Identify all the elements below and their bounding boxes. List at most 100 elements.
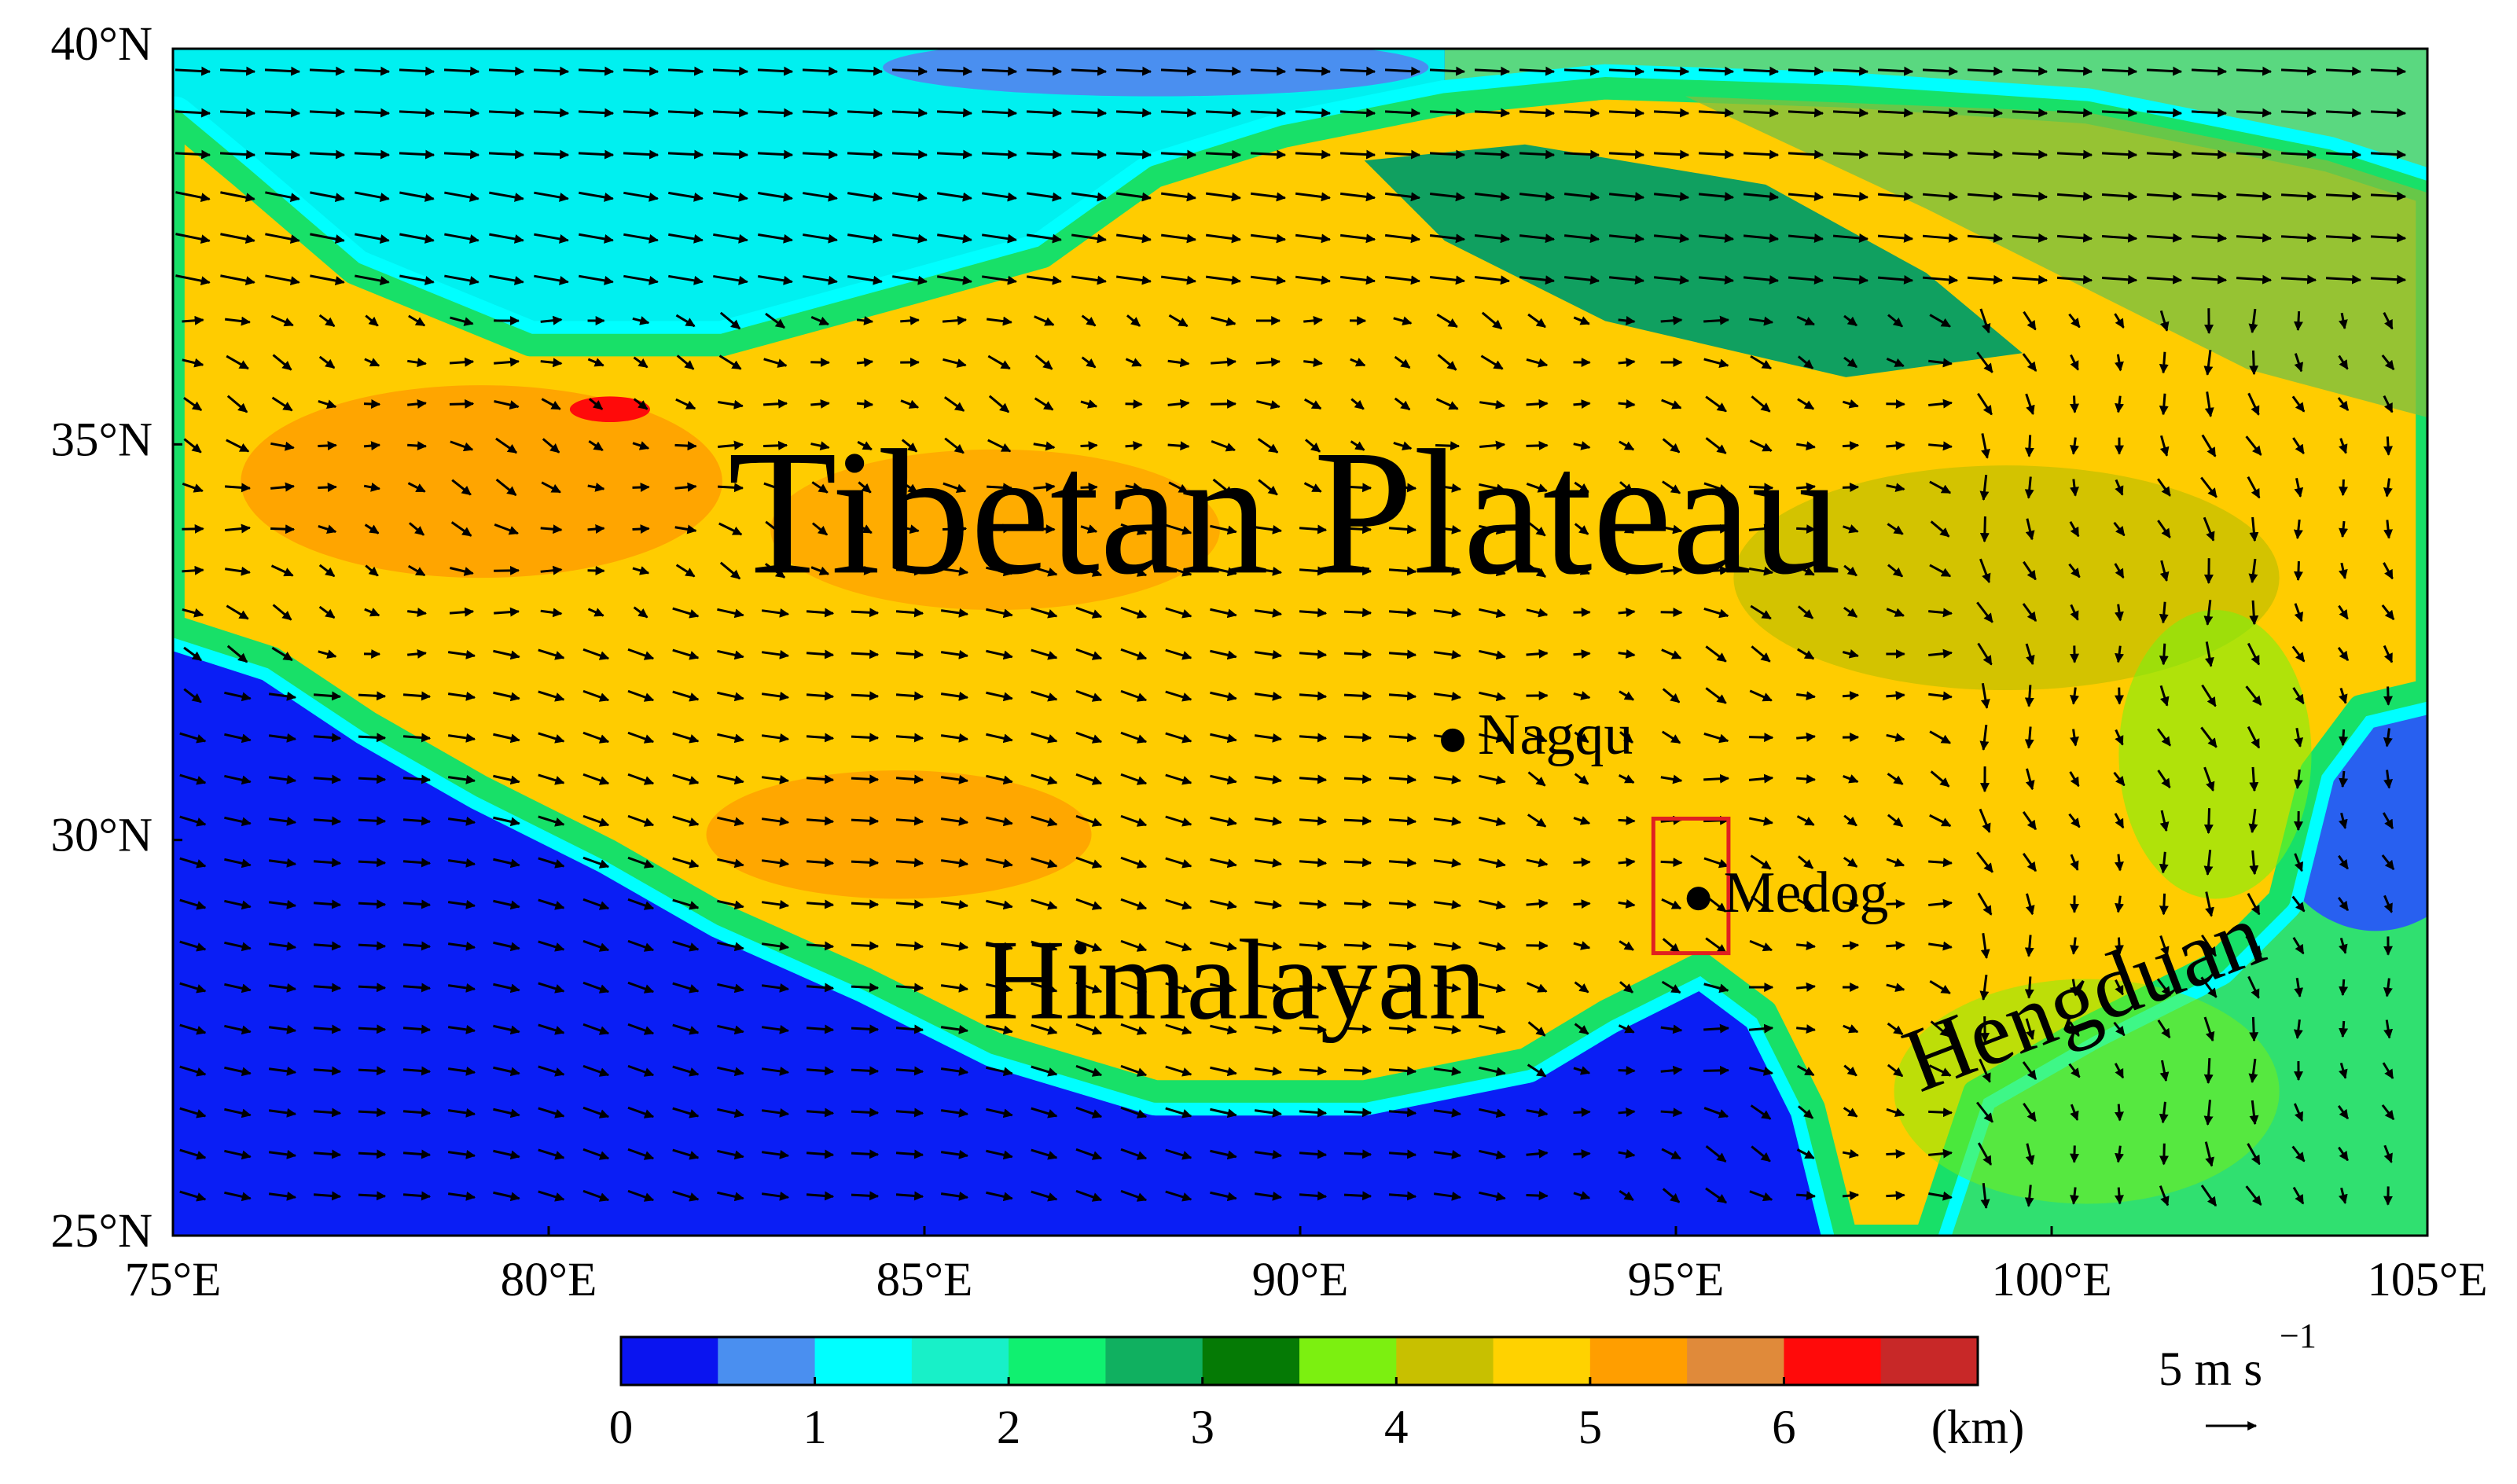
wind-arrow xyxy=(493,816,520,827)
wind-arrow xyxy=(1120,814,1148,827)
wind-arrow xyxy=(2191,191,2228,201)
wind-arrow xyxy=(2381,854,2395,871)
wind-arrow xyxy=(940,566,969,576)
wind-arrow xyxy=(1743,275,1780,285)
wind-arrow xyxy=(1165,523,1192,535)
wind-arrow xyxy=(318,649,337,659)
wind-arrow xyxy=(1886,483,1905,493)
wind-arrow xyxy=(1388,608,1417,618)
wind-arrow xyxy=(1295,149,1332,160)
wind-arrow xyxy=(175,66,211,76)
wind-arrow xyxy=(179,898,207,910)
wind-arrow xyxy=(2114,563,2125,579)
wind-arrow xyxy=(1205,108,1242,118)
wind-arrow xyxy=(1796,774,1817,784)
wind-arrow xyxy=(851,608,880,618)
wind-arrow xyxy=(182,315,204,325)
wind-arrow xyxy=(1843,314,1857,327)
wind-arrow xyxy=(895,691,924,701)
wind-arrow xyxy=(310,233,345,244)
wind-arrow xyxy=(1618,858,1636,868)
wind-arrow xyxy=(1479,566,1506,577)
wind-arrow xyxy=(2069,395,2079,413)
wind-arrow xyxy=(761,608,790,618)
wind-arrow xyxy=(1922,233,1959,243)
wind-arrow xyxy=(851,1191,880,1201)
wind-arrow xyxy=(1160,66,1197,76)
wind-arrow xyxy=(2159,893,2169,916)
wind-arrow xyxy=(533,108,570,118)
wind-arrow xyxy=(1165,648,1192,660)
wind-arrow xyxy=(1929,814,1952,828)
wind-arrow xyxy=(1563,66,1600,76)
station-dot xyxy=(1686,887,1710,911)
wind-arrow xyxy=(270,314,294,327)
wind-arrow xyxy=(895,899,924,909)
wind-arrow xyxy=(444,274,480,285)
wind-arrow xyxy=(1563,233,1600,244)
wind-arrow xyxy=(676,354,695,370)
wind-arrow xyxy=(407,358,427,368)
wind-arrow xyxy=(981,66,1018,76)
wind-arrow xyxy=(2338,854,2349,870)
wind-arrow xyxy=(318,524,337,534)
wind-arrow xyxy=(1705,687,1727,704)
wind-arrow xyxy=(2159,560,2170,582)
wind-arrow xyxy=(2280,66,2317,76)
wind-arrow xyxy=(1167,441,1190,451)
wind-arrow xyxy=(1250,108,1287,118)
wind-arrow xyxy=(1750,854,1772,870)
wind-arrow xyxy=(1303,358,1323,368)
wind-arrow xyxy=(1031,565,1058,577)
wind-arrow xyxy=(2200,476,2218,498)
wind-arrow xyxy=(1433,858,1462,868)
wind-arrow xyxy=(1299,524,1328,534)
wind-arrow xyxy=(627,648,655,660)
wind-arrow xyxy=(1832,233,1869,243)
wind-arrow xyxy=(495,478,517,497)
wind-arrow xyxy=(2382,812,2394,830)
wind-arrow xyxy=(1977,892,1993,916)
wind-arrow xyxy=(1299,858,1328,868)
wind-arrow xyxy=(540,565,563,575)
wind-arrow xyxy=(534,274,569,285)
wind-arrow xyxy=(940,733,969,743)
wind-arrow xyxy=(355,191,390,202)
wind-arrow xyxy=(2070,687,2079,705)
wind-arrow xyxy=(407,608,427,618)
wind-arrow xyxy=(1618,399,1636,409)
wind-arrow xyxy=(851,1066,880,1076)
wind-arrow xyxy=(2056,274,2093,285)
wind-arrow xyxy=(1977,392,1993,416)
wind-arrow xyxy=(399,274,435,285)
wind-arrow xyxy=(318,440,337,450)
wind-arrow xyxy=(1661,898,1682,910)
wind-arrow xyxy=(2114,854,2124,872)
wind-arrow xyxy=(937,233,972,244)
wind-arrow xyxy=(1168,314,1189,328)
wind-arrow xyxy=(447,774,476,784)
wind-arrow xyxy=(1619,440,1635,451)
wind-arrow xyxy=(493,649,520,660)
wind-arrow xyxy=(1703,482,1729,494)
wind-arrow xyxy=(1653,275,1690,285)
wind-arrow xyxy=(1299,649,1328,659)
wind-arrow xyxy=(2280,108,2317,118)
station-label: Medog xyxy=(1724,861,1889,925)
wind-arrow xyxy=(1474,66,1511,76)
wind-arrow xyxy=(2338,812,2348,829)
wind-arrow xyxy=(1160,108,1197,118)
wind-arrow xyxy=(407,564,426,577)
wind-arrow xyxy=(271,646,293,662)
wind-arrow xyxy=(182,482,204,493)
wind-arrow xyxy=(399,233,435,244)
wind-arrow xyxy=(717,649,744,660)
wind-arrow xyxy=(891,149,928,160)
wind-arrow xyxy=(1299,608,1328,618)
wind-arrow xyxy=(1394,397,1411,411)
wind-arrow xyxy=(2024,685,2034,707)
wind-arrow xyxy=(672,815,700,827)
wind-arrow xyxy=(761,858,790,868)
wind-arrow xyxy=(667,149,704,160)
colorbar-unit: (km) xyxy=(1931,1401,2025,1454)
